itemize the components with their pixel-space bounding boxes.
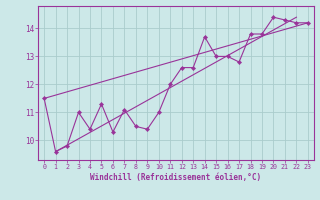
X-axis label: Windchill (Refroidissement éolien,°C): Windchill (Refroidissement éolien,°C)	[91, 173, 261, 182]
